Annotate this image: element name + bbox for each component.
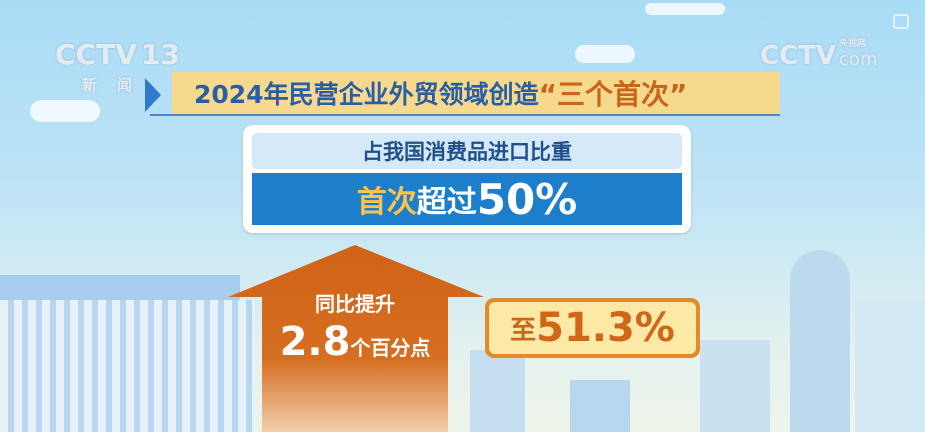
- card-band: 首次 超过 50%: [252, 173, 682, 225]
- up-arrow-icon: [228, 245, 484, 432]
- building: [790, 250, 850, 432]
- logo-number: 13: [140, 38, 180, 71]
- cloud: [30, 100, 100, 122]
- logo-sub-2: 闻: [117, 76, 133, 94]
- logo-channel: CCTV: [55, 38, 137, 71]
- badge-value: 51.3%: [536, 305, 675, 351]
- logo-brand: CCTV: [760, 41, 837, 71]
- card-header: 占我国消费品进口比重: [252, 133, 682, 169]
- cloud: [575, 45, 635, 63]
- building: [570, 380, 630, 432]
- card-value: 50%: [476, 174, 578, 224]
- building: [0, 300, 255, 432]
- headline-highlight: “三个首次”: [538, 78, 688, 111]
- headline-bar: 2024年民营企业外贸领域创造 “三个首次”: [172, 72, 780, 114]
- result-badge: 至 51.3%: [485, 298, 700, 358]
- title-arrow-icon: [145, 78, 161, 112]
- cctv-com-logo: CCTV 央视网 com: [760, 39, 878, 71]
- logo-sub-1: 新: [82, 76, 98, 94]
- building: [470, 350, 525, 432]
- card-mid: 超过: [416, 185, 477, 220]
- building: [855, 300, 925, 432]
- logo-sub: 新闻: [82, 76, 132, 94]
- corner-icon: [893, 14, 909, 29]
- headline-text: 2024年民营企业外贸领域创造: [194, 80, 539, 109]
- card-first: 首次: [356, 185, 417, 220]
- building: [700, 340, 770, 432]
- arrow-number: 2.8: [279, 319, 351, 365]
- logo-domain: com: [839, 49, 878, 70]
- badge-prefix: 至: [510, 315, 537, 346]
- arrow-unit: 个百分点: [350, 336, 431, 360]
- cloud: [645, 3, 725, 15]
- headline-underline: [150, 114, 780, 116]
- arrow-text: 同比提升 2.8个百分点: [262, 288, 448, 365]
- stat-card: 占我国消费品进口比重 首次 超过 50%: [243, 125, 691, 233]
- cctv13-logo: CCTV 13: [55, 38, 180, 72]
- arrow-line1: 同比提升: [315, 292, 395, 316]
- logo-cn: 央视网: [839, 39, 867, 49]
